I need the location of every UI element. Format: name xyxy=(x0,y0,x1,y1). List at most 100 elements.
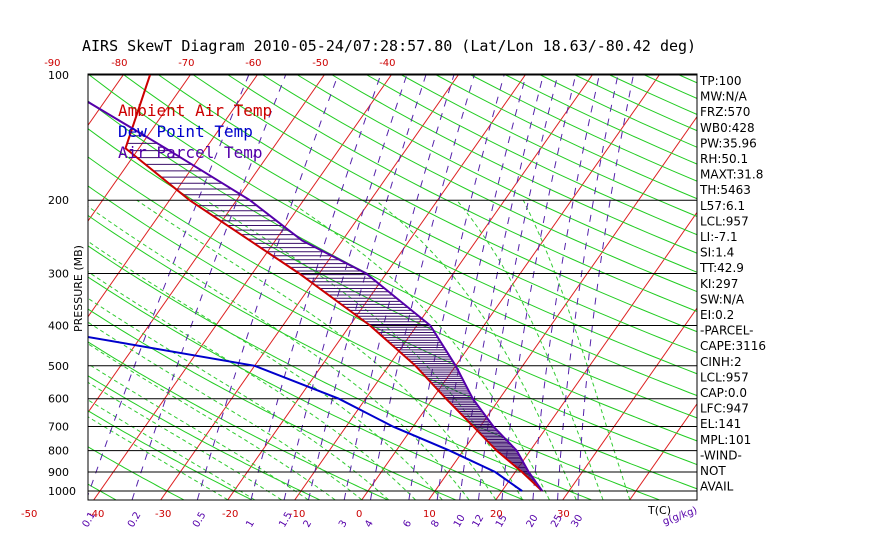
dry-adiabat-line xyxy=(0,35,48,500)
pressure-tick-label: 500 xyxy=(48,360,69,373)
pressure-tick-label: 800 xyxy=(48,445,69,458)
dry-adiabat-line xyxy=(260,74,697,293)
dry-adiabat-line xyxy=(468,74,697,182)
mixing-ratio-tick-label: 30 xyxy=(569,513,585,530)
dry-adiabat-line xyxy=(88,74,697,397)
moist-adiabat-line xyxy=(136,199,497,500)
stat-item: CAPE:3116 xyxy=(700,339,766,353)
dry-adiabat-line xyxy=(88,375,320,500)
plot-frame xyxy=(87,73,698,501)
isotherm-line xyxy=(294,74,594,500)
stat-item: CAP:0.0 xyxy=(700,386,747,400)
mixing-ratio-tick-label: 6 xyxy=(401,518,414,529)
stat-item: TT:42.9 xyxy=(699,261,744,275)
profile-lines xyxy=(88,74,544,492)
mixing-ratio-line xyxy=(577,74,634,500)
mixing-ratio-line xyxy=(532,74,600,500)
pressure-tick-label: 700 xyxy=(48,421,69,434)
pressure-tick-label: 200 xyxy=(48,194,69,207)
stat-item: LCL:957 xyxy=(700,214,749,228)
mixing-ratio-line xyxy=(408,74,505,500)
top-temp-tick-label: -40 xyxy=(379,58,395,69)
stat-item: L57:6.1 xyxy=(700,199,745,213)
dry-adiabat-line xyxy=(88,446,184,500)
dry-adiabat-line xyxy=(433,74,697,200)
temp-tick-label: -40 xyxy=(88,509,104,520)
isotherm-line xyxy=(88,74,192,222)
temp-tick-label: 30 xyxy=(557,509,570,520)
mixing-ratio-line xyxy=(283,74,408,500)
legend-entry: Air Parcel Temp xyxy=(118,143,263,162)
isotherm-line xyxy=(88,74,125,127)
temp-tick-label: 20 xyxy=(490,509,503,520)
isotherm-line xyxy=(93,74,393,500)
top-temp-tick-label: -60 xyxy=(245,58,261,69)
air-parcel-templine xyxy=(88,100,544,492)
legend-entry: Dew Point Temp xyxy=(118,122,253,141)
isotherm-line xyxy=(0,35,17,500)
mixing-ratio-line xyxy=(436,74,527,500)
stat-item: AVAIL xyxy=(700,480,734,494)
mixing-ratio-tick-label: 12 xyxy=(471,513,487,530)
moist-adiabat-line xyxy=(88,399,255,500)
dry-adiabat-line xyxy=(225,74,697,313)
stat-item: LI:-7.1 xyxy=(700,230,738,244)
top-temp-tick-label: -90 xyxy=(44,58,60,69)
mixing-ratio-line xyxy=(370,74,475,500)
stat-item: LFC:947 xyxy=(700,402,749,416)
y-axis-label: PRESSURE (MB) xyxy=(72,245,85,332)
legend-entry: Ambient Air Temp xyxy=(118,101,272,120)
dry-adiabat-line xyxy=(191,74,697,333)
mixing-ratio-line xyxy=(308,74,427,500)
mixing-ratio-tick-label: 10 xyxy=(452,513,468,530)
stat-item: -WIND- xyxy=(700,448,742,462)
dry-adiabat-line xyxy=(121,74,697,375)
stat-item: MPL:101 xyxy=(700,433,751,447)
mixing-ratio-line xyxy=(88,74,250,497)
mixing-ratio-line xyxy=(196,74,339,500)
stat-item: WB0:428 xyxy=(700,121,755,135)
mixing-ratio-tick-label: 2 xyxy=(302,518,315,529)
dew-point-templine xyxy=(88,335,523,492)
stat-item: NOT xyxy=(700,464,726,478)
mixing-ratio-tick-label: 4 xyxy=(363,518,376,529)
mixing-ratio-tick-label: 8 xyxy=(429,518,442,529)
top-temp-tick-label: -50 xyxy=(312,58,328,69)
temp-tick-label: -50 xyxy=(21,509,37,520)
moist-adiabat-line xyxy=(88,321,363,500)
dry-adiabat-line xyxy=(156,74,697,354)
temp-tick-label: 10 xyxy=(423,509,436,520)
mixing-ratio-line xyxy=(459,74,544,500)
stat-item: MAXT:31.8 xyxy=(700,168,763,182)
isotherm-line xyxy=(227,74,527,500)
isotherm-line xyxy=(629,402,697,500)
pressure-tick-label: 900 xyxy=(48,466,69,479)
pressure-tick-label: 600 xyxy=(48,393,69,406)
mixing-ratio-line xyxy=(501,74,577,500)
moist-adiabat-line xyxy=(88,271,416,500)
isotherm-line xyxy=(495,211,697,500)
stat-item: FRZ:570 xyxy=(700,105,750,119)
moist-adiabat-line xyxy=(88,240,443,500)
moist-adiabat-line xyxy=(375,199,577,500)
pressure-tick-label: 300 xyxy=(48,267,69,280)
moist-adiabat-line xyxy=(456,199,604,500)
isotherm-line xyxy=(88,74,326,414)
dry-adiabat-line xyxy=(88,214,660,500)
top-temp-tick-label: -70 xyxy=(178,58,194,69)
isotherm-line xyxy=(88,74,259,318)
moist-adiabat-line xyxy=(522,199,631,500)
dry-adiabat-line xyxy=(88,410,252,500)
isotherm-line xyxy=(361,74,661,500)
dry-adiabat-line xyxy=(329,74,697,254)
moist-adiabat-line xyxy=(88,381,282,500)
isotherm-line xyxy=(562,307,697,500)
mixing-ratio-tick-label: 3 xyxy=(337,518,350,529)
x-axis-label: T(C) xyxy=(647,504,671,517)
moist-adiabat-line xyxy=(88,363,309,500)
stat-item: PW:35.96 xyxy=(700,136,757,150)
stat-item: CINH:2 xyxy=(700,355,742,369)
moist-adiabat-line xyxy=(287,199,550,500)
